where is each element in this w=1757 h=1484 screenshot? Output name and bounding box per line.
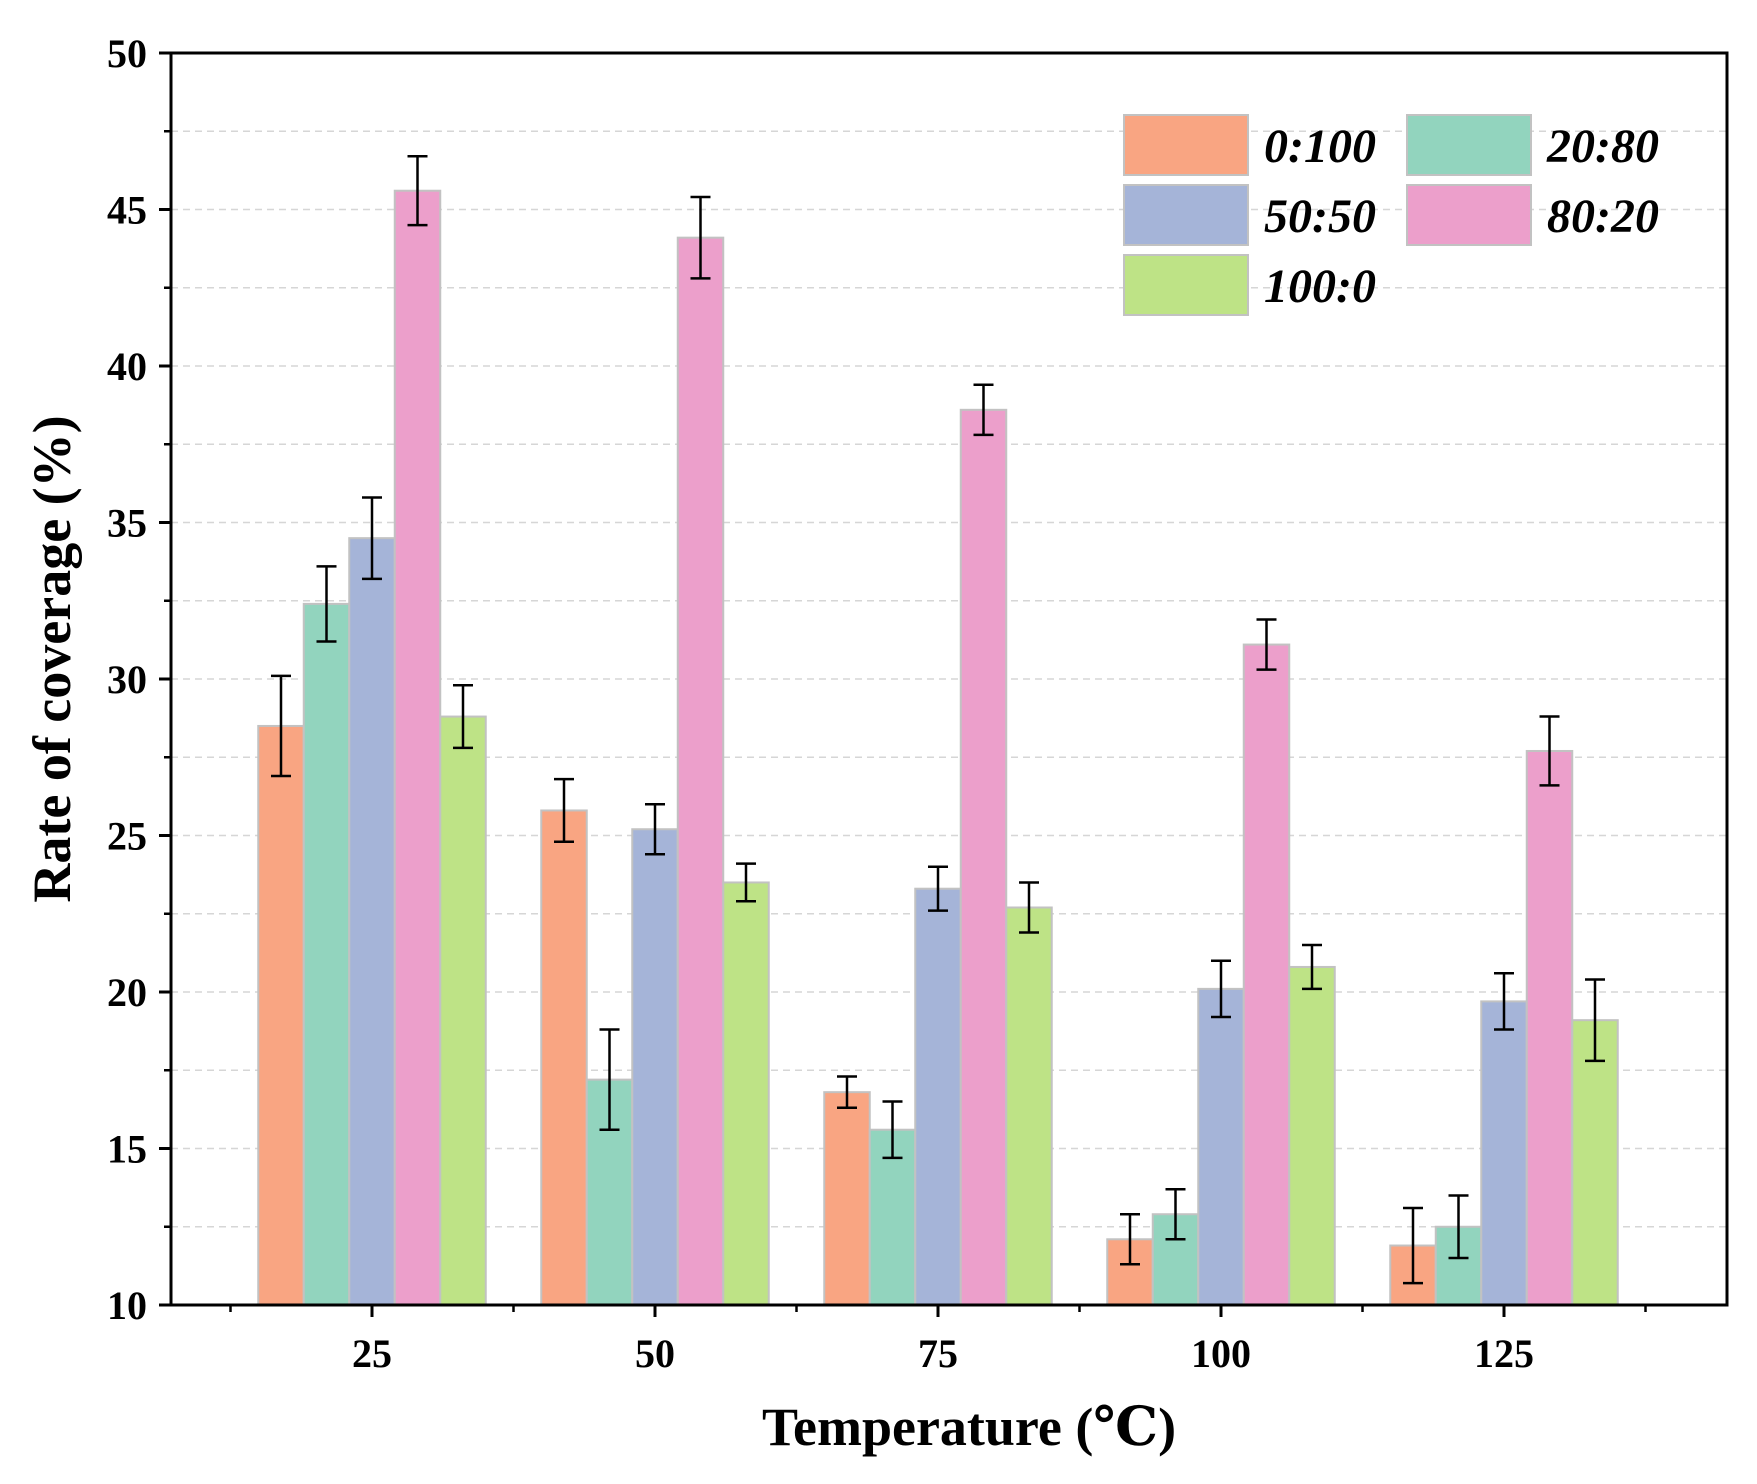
legend-swatch [1123,114,1249,176]
legend-label: 0:100 [1264,120,1376,173]
bar [439,715,487,1306]
bar [1571,1019,1619,1306]
bar [1288,965,1336,1307]
legend-swatch [1123,254,1249,316]
y-tick-label: 45 [107,188,147,233]
bar [257,724,305,1306]
bar [631,828,679,1306]
x-tick-label: 25 [352,1331,392,1376]
legend-label: 80:20 [1547,190,1659,243]
bar [676,236,725,1306]
y-tick-label: 35 [107,501,147,546]
bar [722,881,770,1306]
y-tick-label: 20 [107,970,147,1015]
bar [393,189,442,1307]
legend-label: 50:50 [1264,190,1376,243]
error-bars [271,155,1605,1285]
y-axis-title: Rate of coverage (%) [22,415,82,902]
x-tick-label: 50 [635,1331,675,1376]
bar [1525,749,1574,1306]
bar [348,537,396,1306]
x-tick-label: 75 [918,1331,958,1376]
y-tick-label: 50 [107,31,147,76]
legend: 0:100 20:80 50:50 80:20 100:0 [1123,114,1659,316]
legend-swatch [1406,114,1532,176]
axes: 10 15 20 25 30 35 40 45 50 25 50 75 100 125 [107,31,1647,1376]
legend-label: 100:0 [1264,260,1376,313]
legend-swatch [1406,184,1532,246]
bar [1005,906,1053,1306]
x-tick-label: 125 [1474,1331,1534,1376]
bar [1197,987,1245,1306]
y-tick-label: 25 [107,814,147,859]
bar [1242,643,1291,1306]
x-axis-title: Temperature (℃) [762,1397,1176,1457]
bar [540,809,588,1307]
bar [823,1091,871,1307]
legend-swatch [1123,184,1249,246]
legend-label: 20:80 [1546,120,1659,173]
y-tick-label: 30 [107,657,147,702]
y-tick-label: 15 [107,1127,147,1172]
bars [257,189,1619,1307]
y-tick-label: 10 [107,1283,147,1328]
bar [302,602,351,1306]
y-tick-label: 40 [107,344,147,389]
x-tick-label: 100 [1191,1331,1251,1376]
bar [914,887,962,1307]
bar [1480,1000,1528,1306]
bar [959,408,1008,1306]
